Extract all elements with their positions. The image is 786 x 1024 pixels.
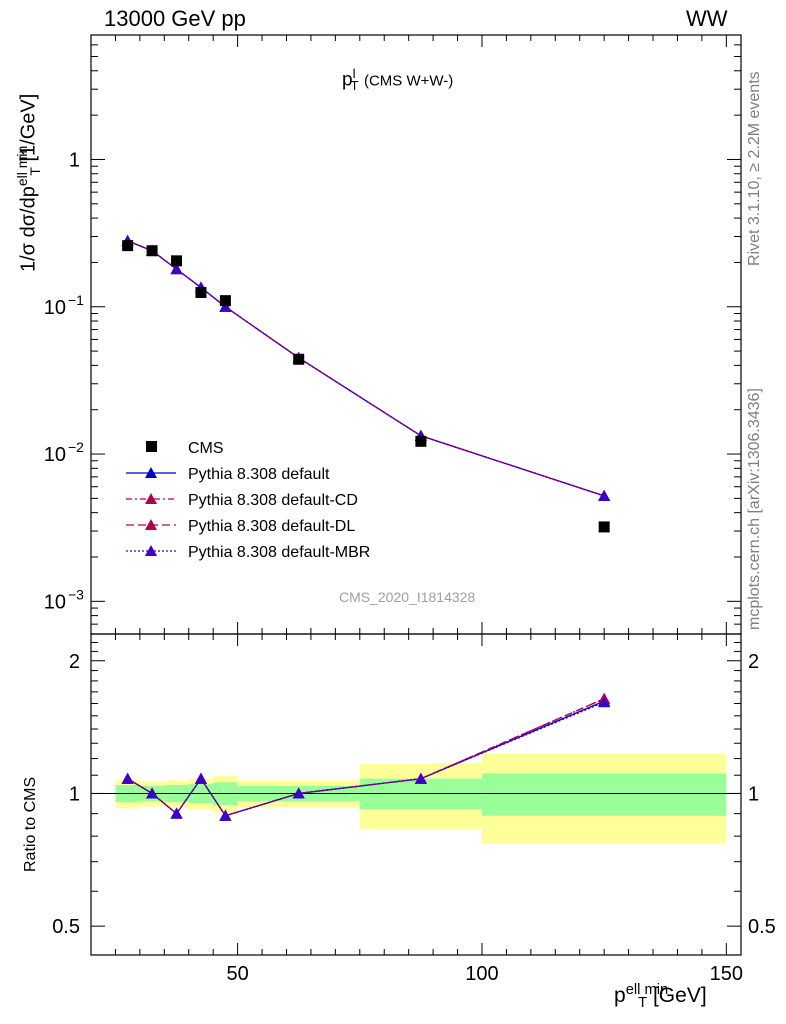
series-marker [170,263,183,275]
data-point [415,435,427,447]
series-marker [598,489,611,501]
ratio-tick-label-right: 2 [748,651,759,673]
legend: CMS Pythia 8.308 default Pythia 8.308 defa… [126,440,370,561]
x-tick-label: 100 [465,963,498,985]
header-right: WW [686,6,728,31]
series-ratio-marker [194,772,207,784]
y-tick-label: 1 [69,149,80,171]
y-axis-label: 1/σ dσ/dpell minT [1/GeV] [14,93,43,272]
y-tick-label: 10 [44,297,66,319]
ratio-tick-label-right: 0.5 [748,916,776,938]
data-point [598,521,610,533]
legend-marker [145,493,157,504]
data-point [146,245,158,257]
series-line [127,240,605,497]
axis-ticks [91,34,741,955]
series-marker [219,300,232,312]
ratio-tick-label-left: 2 [69,651,80,673]
y-tick-label: 10 [44,444,66,466]
ratio-tick-label-left: 0.5 [52,916,80,938]
data-point [195,286,207,298]
legend-label: Pythia 8.308 default-MBR [188,544,370,561]
ratio-frame [90,633,742,956]
series-line [127,240,605,497]
ratio-y-label: Ratio to CMS [22,776,39,872]
data-point [171,255,183,267]
series-ratio-marker [598,696,611,708]
series-line [127,240,605,497]
legend-marker [145,545,157,556]
band-inner-bin [481,773,727,816]
x-tick-label: 50 [226,963,248,985]
y-tick-exponent: −2 [68,439,84,455]
legend-label: Pythia 8.308 default-DL [188,518,355,535]
legend-marker [145,467,157,478]
data-point [219,295,231,307]
ratio-bands [91,753,741,844]
y-tick-exponent: −1 [68,292,84,308]
series-ratio-marker [219,809,232,821]
legend-label: Pythia 8.308 default [188,466,330,483]
mcplots-info: mcplots.cern.ch [arXiv:1306.3436] [746,388,763,630]
ratio-tick-label-left: 1 [69,783,80,805]
y-tick-label: 10 [44,591,66,613]
series-ratio-marker [414,772,427,784]
y-tick-exponent: −3 [68,586,84,602]
header-left: 13000 GeV pp [104,6,246,31]
legend-label: Pythia 8.308 default-CD [188,492,358,509]
data-points [122,240,610,533]
rivet-info: Rivet 3.1.10, ≥ 2.2M events [746,71,763,266]
series-line [127,240,605,497]
data-point [122,240,134,252]
legend-marker [145,519,157,530]
ratio-tick-label-right: 1 [748,783,759,805]
series-ratio-marker [121,772,134,784]
data-point [293,353,305,365]
analysis-watermark: CMS_2020_I1814328 [339,589,476,605]
x-tick-label: 150 [710,963,743,985]
legend-label: CMS [188,440,224,457]
series-ratio-marker [292,787,305,799]
series-ratio-marker [146,787,159,799]
series-ratio-marker [170,807,183,819]
x-axis-label: pell minT [GeV] [614,982,707,1012]
legend-marker-cms [146,441,157,452]
plot-title: plT (CMS W+W-) [342,66,454,94]
axes-frames [90,34,742,956]
